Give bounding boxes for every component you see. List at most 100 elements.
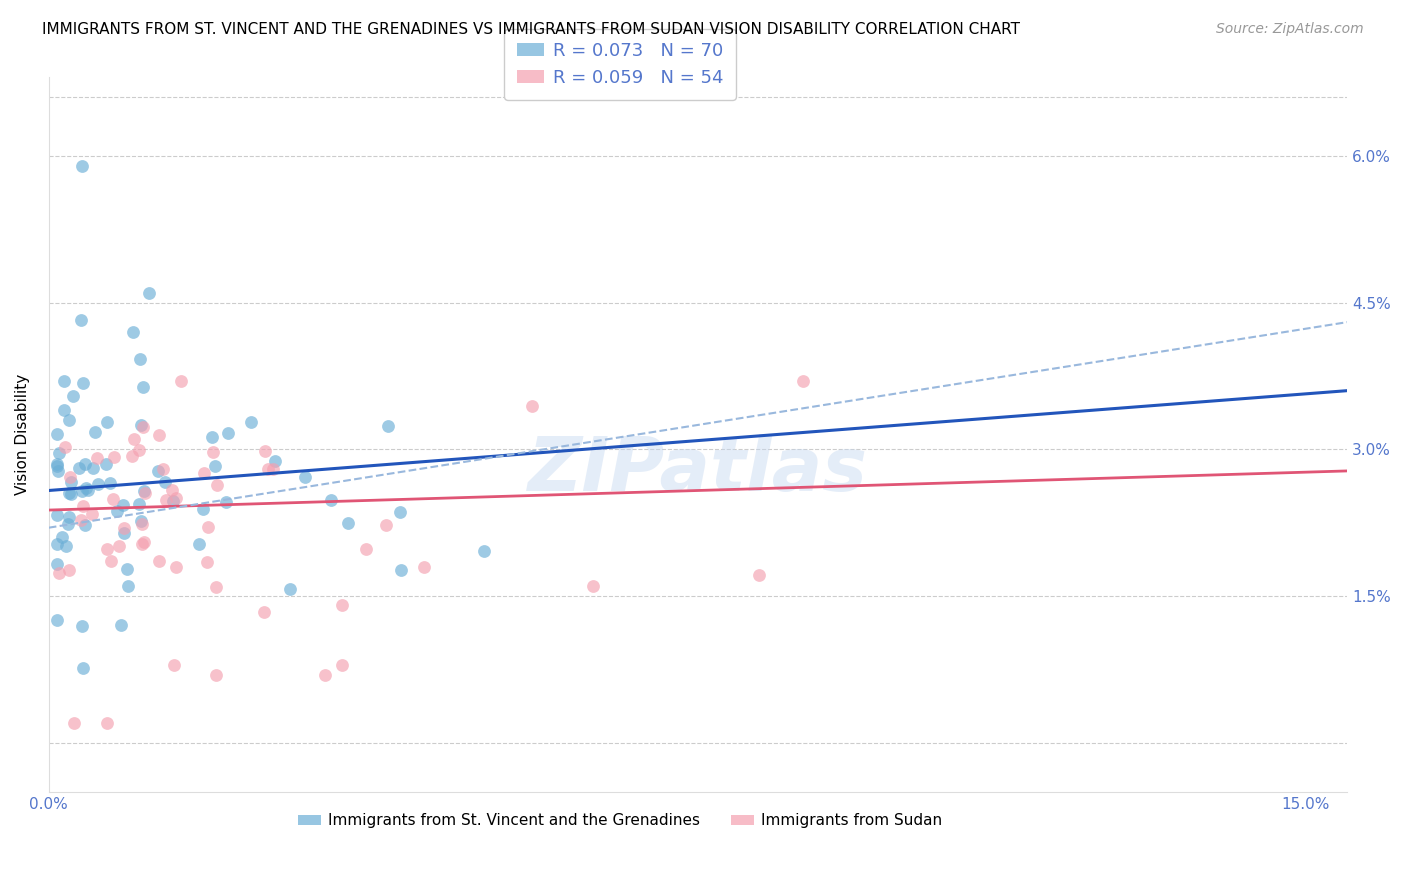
Point bbox=[107, 504, 129, 518]
Point bbox=[98, 475, 121, 490]
Point bbox=[152, 461, 174, 475]
Point bbox=[474, 544, 496, 558]
Y-axis label: Vision Disability: Vision Disability bbox=[15, 374, 30, 495]
Point bbox=[132, 420, 155, 434]
Point bbox=[46, 457, 69, 471]
Point bbox=[148, 554, 170, 568]
Point bbox=[163, 657, 186, 672]
Point bbox=[70, 483, 93, 498]
Point bbox=[86, 450, 108, 465]
Point bbox=[201, 430, 224, 444]
Point bbox=[121, 449, 143, 463]
Point bbox=[70, 512, 93, 526]
Point bbox=[53, 440, 76, 454]
Point bbox=[129, 514, 152, 528]
Text: IMMIGRANTS FROM ST. VINCENT AND THE GRENADINES VS IMMIGRANTS FROM SUDAN VISION D: IMMIGRANTS FROM ST. VINCENT AND THE GREN… bbox=[42, 22, 1021, 37]
Point bbox=[132, 483, 155, 498]
Point bbox=[319, 492, 342, 507]
Point bbox=[252, 605, 274, 619]
Point bbox=[46, 537, 69, 551]
Point bbox=[155, 493, 177, 508]
Point bbox=[129, 352, 152, 367]
Point bbox=[134, 485, 156, 500]
Point bbox=[51, 530, 73, 544]
Point bbox=[48, 446, 70, 460]
Point bbox=[197, 519, 219, 533]
Point bbox=[94, 457, 117, 471]
Point bbox=[792, 374, 814, 388]
Point bbox=[128, 443, 150, 458]
Point bbox=[215, 494, 238, 508]
Point bbox=[101, 492, 124, 507]
Point bbox=[52, 375, 75, 389]
Point bbox=[330, 598, 353, 612]
Point bbox=[121, 325, 143, 339]
Point bbox=[55, 539, 77, 553]
Point bbox=[75, 517, 97, 532]
Point bbox=[138, 285, 160, 300]
Point bbox=[131, 516, 153, 531]
Point bbox=[160, 483, 183, 497]
Point bbox=[193, 502, 215, 516]
Point bbox=[748, 567, 770, 582]
Point bbox=[108, 539, 131, 553]
Point bbox=[204, 580, 226, 594]
Point bbox=[82, 461, 104, 475]
Point bbox=[389, 564, 412, 578]
Point bbox=[87, 477, 110, 491]
Point bbox=[112, 525, 135, 540]
Point bbox=[336, 516, 359, 530]
Point bbox=[46, 464, 69, 478]
Point bbox=[388, 505, 411, 519]
Point bbox=[330, 657, 353, 672]
Point bbox=[46, 558, 69, 572]
Point bbox=[96, 415, 118, 429]
Text: Source: ZipAtlas.com: Source: ZipAtlas.com bbox=[1216, 22, 1364, 37]
Point bbox=[72, 376, 94, 391]
Point bbox=[72, 499, 94, 513]
Point bbox=[522, 399, 544, 413]
Point bbox=[112, 521, 135, 535]
Point bbox=[205, 667, 228, 681]
Point bbox=[153, 475, 176, 489]
Point bbox=[170, 374, 193, 388]
Point bbox=[131, 537, 153, 551]
Point bbox=[193, 467, 215, 481]
Point bbox=[96, 542, 118, 557]
Point bbox=[83, 425, 105, 440]
Point bbox=[217, 425, 239, 440]
Point bbox=[204, 458, 226, 473]
Point bbox=[46, 613, 69, 627]
Point bbox=[146, 464, 169, 478]
Point bbox=[187, 536, 209, 550]
Point bbox=[239, 415, 262, 429]
Point bbox=[60, 475, 83, 490]
Point bbox=[195, 555, 218, 569]
Point bbox=[96, 716, 118, 731]
Point bbox=[132, 534, 155, 549]
Point bbox=[165, 559, 187, 574]
Point bbox=[69, 312, 91, 326]
Point bbox=[129, 417, 152, 432]
Point bbox=[111, 498, 134, 512]
Point bbox=[354, 541, 377, 556]
Point bbox=[128, 497, 150, 511]
Point bbox=[253, 444, 276, 458]
Point bbox=[207, 478, 229, 492]
Point bbox=[377, 418, 399, 433]
Point bbox=[59, 486, 82, 500]
Point bbox=[58, 510, 80, 524]
Point bbox=[82, 508, 104, 522]
Point bbox=[122, 432, 145, 446]
Point bbox=[46, 427, 69, 442]
Point bbox=[48, 566, 70, 580]
Point bbox=[162, 494, 184, 508]
Point bbox=[374, 517, 396, 532]
Point bbox=[256, 462, 278, 476]
Point bbox=[56, 516, 79, 531]
Point bbox=[201, 445, 224, 459]
Point bbox=[46, 458, 69, 473]
Point bbox=[58, 486, 80, 500]
Point bbox=[100, 554, 122, 568]
Point bbox=[58, 563, 80, 577]
